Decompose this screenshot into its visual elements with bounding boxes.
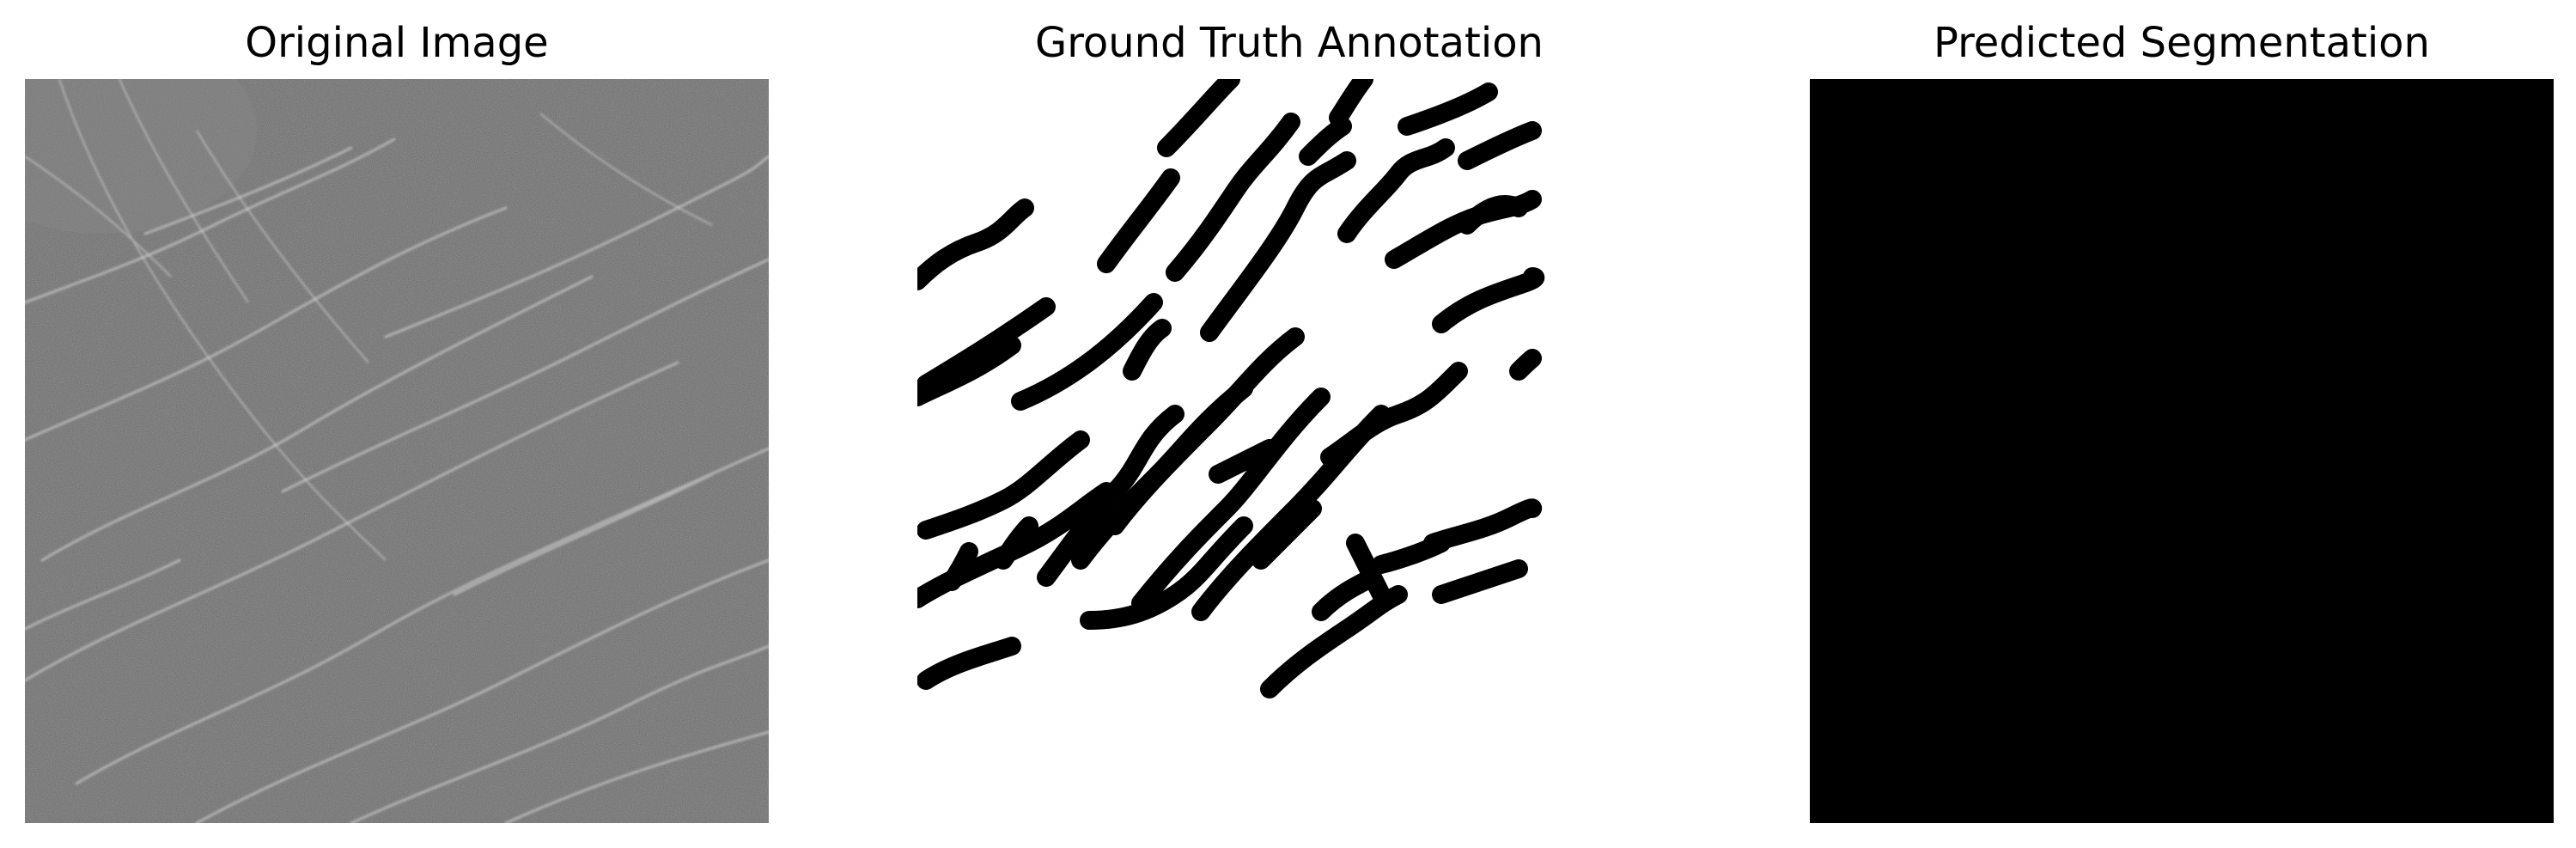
original-image [25, 79, 769, 823]
prediction-title: Predicted Segmentation [1934, 19, 2430, 67]
predicted-segmentation-mask [1810, 79, 2554, 823]
original-image-panel: Original Image [25, 0, 769, 848]
ground-truth-title: Ground Truth Annotation [1035, 19, 1544, 67]
ground-truth-mask [917, 79, 1661, 823]
original-image-title: Original Image [245, 19, 549, 67]
ground-truth-panel: Ground Truth Annotation [917, 0, 1661, 848]
prediction-panel: Predicted Segmentation [1810, 0, 2554, 848]
